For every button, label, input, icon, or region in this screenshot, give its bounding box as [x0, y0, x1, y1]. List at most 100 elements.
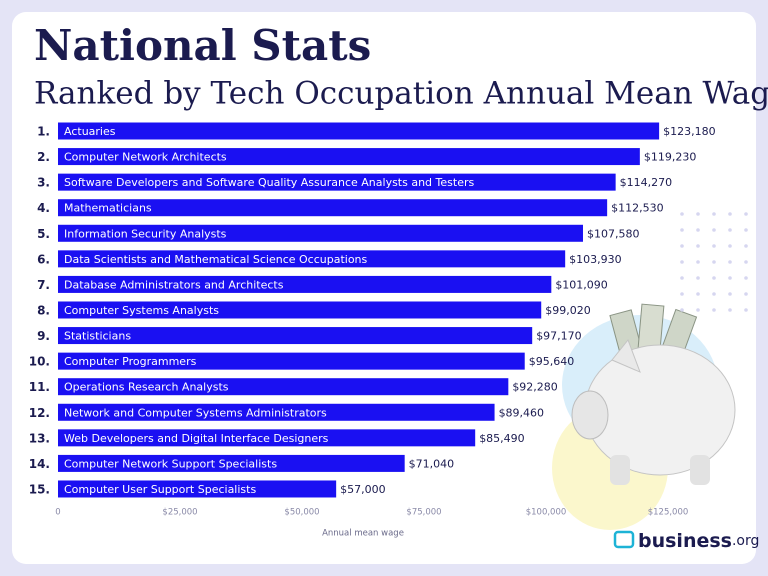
dot [744, 228, 748, 232]
value-label: $107,580 [587, 227, 640, 240]
category-label: Statisticians [64, 330, 131, 343]
dot [696, 292, 700, 296]
dot [696, 276, 700, 280]
dot [744, 292, 748, 296]
dot [680, 276, 684, 280]
value-label: $103,930 [569, 253, 622, 266]
rank-label: 2. [37, 150, 50, 164]
dot [712, 260, 716, 264]
rank-label: 12. [29, 406, 50, 420]
value-label: $92,280 [512, 381, 558, 394]
x-tick-label: $75,000 [406, 508, 441, 518]
dot [696, 308, 700, 312]
value-label: $101,090 [555, 278, 608, 291]
bar [58, 429, 476, 447]
value-label: $99,020 [545, 304, 591, 317]
x-axis-label: Annual mean wage [322, 529, 404, 539]
brand-suffix: .org [732, 533, 759, 549]
category-label: Computer User Support Specialists [64, 483, 256, 496]
x-tick-label: $50,000 [284, 508, 319, 518]
value-label: $89,460 [499, 406, 545, 419]
piggy-leg [690, 455, 710, 485]
category-label: Operations Research Analysts [64, 381, 229, 394]
dot [744, 308, 748, 312]
x-tick-label: $25,000 [162, 508, 197, 518]
bar [58, 275, 552, 293]
dot [712, 276, 716, 280]
dot [712, 308, 716, 312]
bar [58, 199, 608, 217]
dot [728, 276, 732, 280]
value-label: $123,180 [663, 125, 716, 138]
value-label: $71,040 [409, 457, 455, 470]
dot [696, 212, 700, 216]
bar [58, 378, 509, 396]
category-label: Computer Systems Analysts [64, 304, 219, 317]
chart-subtitle: Ranked by Tech Occupation Annual Mean Wa… [34, 76, 768, 112]
rank-label: 3. [37, 176, 50, 190]
dot [744, 212, 748, 216]
dot [680, 308, 684, 312]
dot [728, 260, 732, 264]
value-label: $119,230 [644, 151, 697, 164]
value-label: $97,170 [536, 330, 582, 343]
value-label: $85,490 [479, 432, 524, 445]
rank-label: 13. [29, 431, 50, 445]
brand-logo: business.org [613, 530, 759, 552]
bar [58, 480, 337, 498]
value-label: $114,270 [620, 176, 673, 189]
bar [58, 403, 495, 421]
bar [58, 148, 640, 166]
decoration [552, 303, 736, 530]
rank-label: 15. [29, 482, 50, 496]
category-label: Database Administrators and Architects [64, 278, 284, 291]
value-label: $57,000 [340, 483, 386, 496]
dot [696, 260, 700, 264]
bar [58, 454, 405, 472]
x-tick-label: 0 [55, 508, 60, 518]
category-label: Computer Network Architects [64, 151, 227, 164]
rank-label: 4. [37, 201, 50, 215]
dot [712, 244, 716, 248]
chart-title: National Stats [34, 21, 371, 70]
rank-label: 6. [37, 252, 50, 266]
dot [712, 212, 716, 216]
category-label: Actuaries [64, 125, 116, 138]
value-label: $95,640 [529, 355, 575, 368]
category-label: Web Developers and Digital Interface Des… [64, 432, 329, 445]
rank-label: 5. [37, 227, 50, 241]
bar [58, 122, 660, 140]
dot [744, 244, 748, 248]
piggy-leg [610, 455, 630, 485]
dot [744, 276, 748, 280]
category-label: Mathematicians [64, 202, 152, 215]
dot [728, 292, 732, 296]
dot [680, 260, 684, 264]
bar [58, 327, 533, 345]
rank-label: 11. [29, 380, 50, 394]
rank-label: 7. [37, 278, 50, 292]
category-label: Computer Network Support Specialists [64, 457, 277, 470]
piggy-ear [611, 339, 641, 373]
dot [712, 228, 716, 232]
bill [637, 303, 665, 352]
dot [696, 244, 700, 248]
bar [58, 224, 583, 242]
rank-label: 1. [37, 125, 50, 139]
rank-label: 14. [29, 457, 50, 471]
x-tick-label: $125,000 [648, 508, 689, 518]
rank-label: 9. [37, 329, 50, 343]
dot [712, 292, 716, 296]
dot [680, 244, 684, 248]
rank-label: 10. [29, 355, 50, 369]
bar [58, 250, 566, 268]
category-label: Network and Computer Systems Administrat… [64, 406, 327, 419]
dot [680, 212, 684, 216]
dot [744, 260, 748, 264]
dot [728, 244, 732, 248]
dot [680, 228, 684, 232]
bar [58, 301, 542, 319]
piggy-snout [571, 390, 609, 440]
bar [58, 173, 616, 191]
